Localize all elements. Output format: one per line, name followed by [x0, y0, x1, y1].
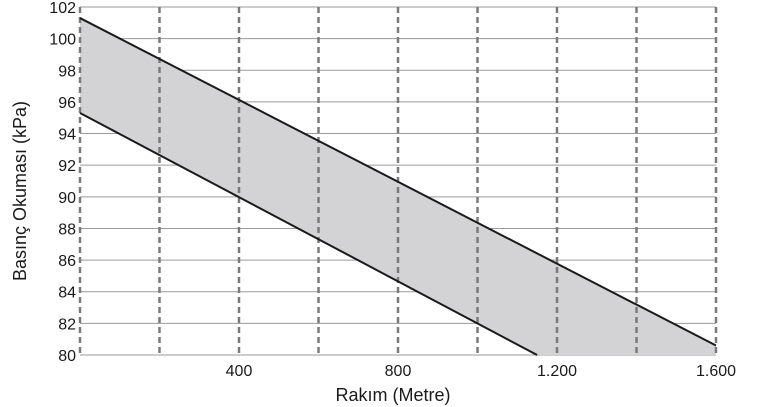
x-tick-label-800: 800 [385, 363, 412, 380]
boundary-lines [79, 17, 717, 356]
x-tick-label-400: 400 [226, 363, 253, 380]
y-tick-label-94: 94 [58, 127, 76, 144]
y-tick-label-80: 80 [58, 348, 76, 365]
y-tick-label-100: 100 [49, 32, 76, 49]
y-tick-label-86: 86 [58, 253, 76, 270]
lower-boundary-line [79, 112, 538, 356]
y-tick-label-90: 90 [58, 190, 76, 207]
y-tick-label-92: 92 [58, 158, 76, 175]
y-tick-label-82: 82 [58, 316, 76, 333]
y-tick-label-98: 98 [58, 63, 76, 80]
x-axis-title: Rakım (Metre) [335, 385, 450, 405]
vertical-gridlines [78, 7, 718, 355]
y-tick-label-88: 88 [58, 221, 76, 238]
x-tick-labels: 400 800 1.200 1.600 [226, 363, 736, 380]
y-tick-label-102: 102 [49, 0, 76, 17]
x-tick-label-1200: 1.200 [537, 363, 577, 380]
y-tick-label-96: 96 [58, 95, 76, 112]
y-tick-labels: 80 82 84 86 88 90 92 94 96 98 100 102 [49, 0, 76, 365]
y-axis-title: Basınç Okuması (kPa) [10, 101, 30, 281]
x-tick-label-1600: 1.600 [696, 363, 736, 380]
upper-boundary-line [79, 17, 717, 347]
y-tick-label-84: 84 [58, 285, 76, 302]
